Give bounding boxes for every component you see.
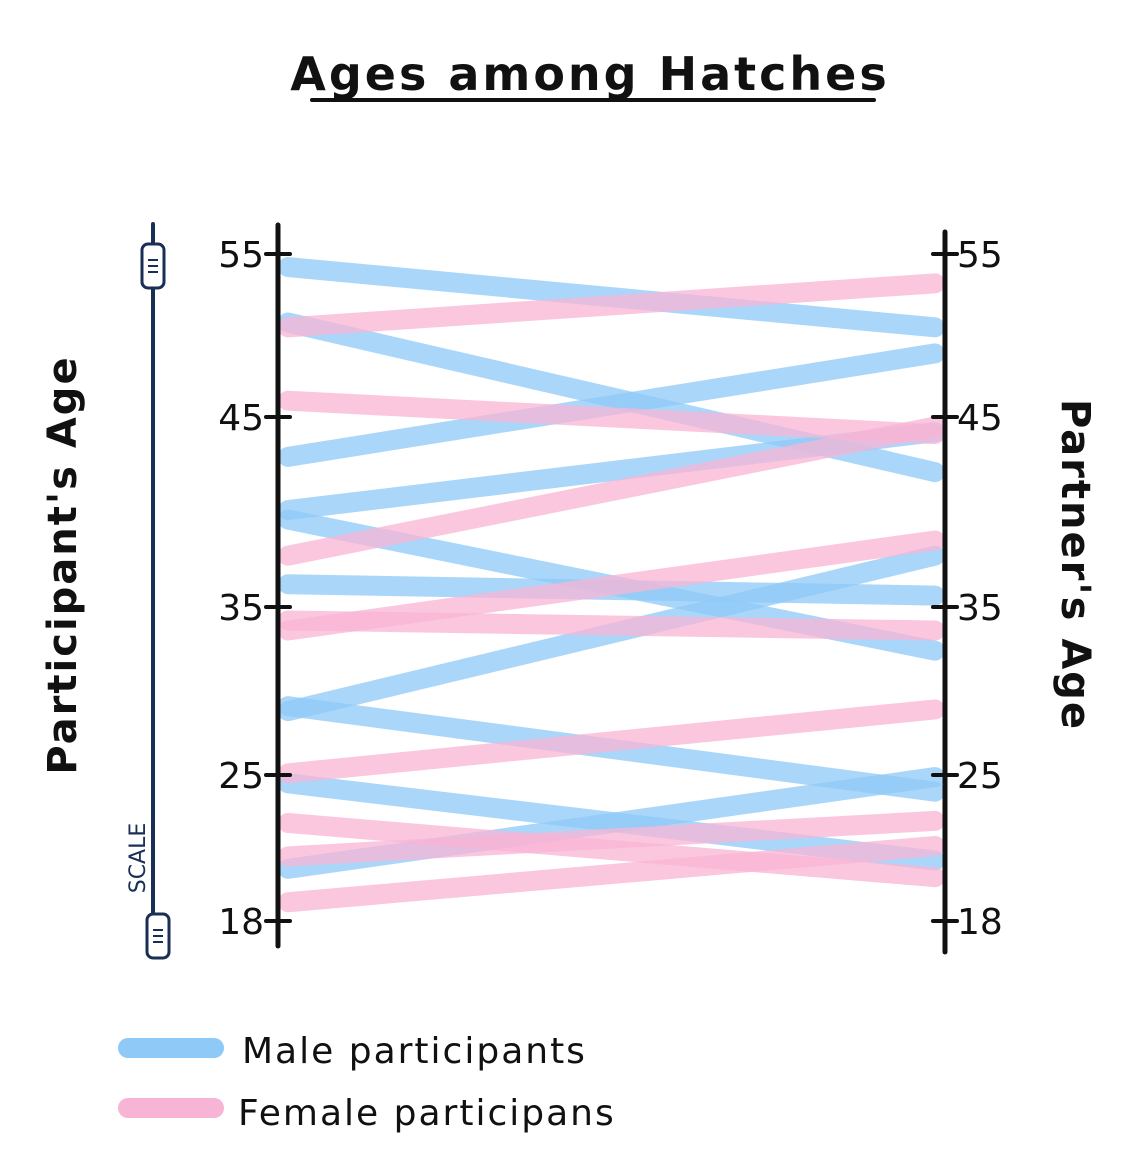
right-tick-label-55: 55 bbox=[957, 235, 1003, 276]
scale-label: SCALE bbox=[126, 823, 151, 894]
axis-ticks: 55 45 35 25 18 55 45 35 25 18 bbox=[218, 235, 1003, 943]
legend-label-male: Male participants bbox=[242, 1031, 587, 1072]
legend-item-female: Female participans bbox=[118, 1093, 616, 1134]
scale-top-handle[interactable] bbox=[140, 242, 166, 290]
scale-bottom-handle[interactable] bbox=[145, 912, 171, 960]
female-line-1 bbox=[278, 273, 945, 338]
left-tick-label-25: 25 bbox=[218, 756, 264, 797]
legend-label-female: Female participans bbox=[238, 1093, 616, 1134]
left-tick-label-55: 55 bbox=[218, 235, 264, 276]
right-tick-label-35: 35 bbox=[957, 588, 1003, 629]
female-line-3 bbox=[278, 416, 945, 566]
left-tick-label-35: 35 bbox=[218, 588, 264, 629]
right-tick-label-45: 45 bbox=[957, 398, 1003, 439]
right-tick-label-25: 25 bbox=[957, 756, 1003, 797]
female-line-6 bbox=[278, 699, 945, 784]
legend: Male participants Female participans bbox=[118, 1031, 616, 1134]
right-axis-label: Partner's Age bbox=[1052, 399, 1098, 731]
left-tick-label-45: 45 bbox=[218, 398, 264, 439]
female-line-8 bbox=[278, 810, 945, 867]
chart-title: Ages among Hatches bbox=[290, 47, 890, 101]
female-line-7 bbox=[278, 812, 945, 888]
left-tick-label-18: 18 bbox=[218, 902, 264, 943]
scale-slider[interactable]: SCALE bbox=[126, 222, 171, 960]
left-axis-label: Participant's Age bbox=[40, 355, 86, 774]
female-line-5 bbox=[278, 530, 945, 641]
male-line-3 bbox=[278, 343, 945, 467]
legend-item-male: Male participants bbox=[118, 1031, 587, 1072]
slope-lines bbox=[278, 257, 945, 913]
female-line-2 bbox=[278, 390, 945, 445]
female-line-9 bbox=[278, 835, 945, 913]
right-tick-label-18: 18 bbox=[957, 902, 1003, 943]
